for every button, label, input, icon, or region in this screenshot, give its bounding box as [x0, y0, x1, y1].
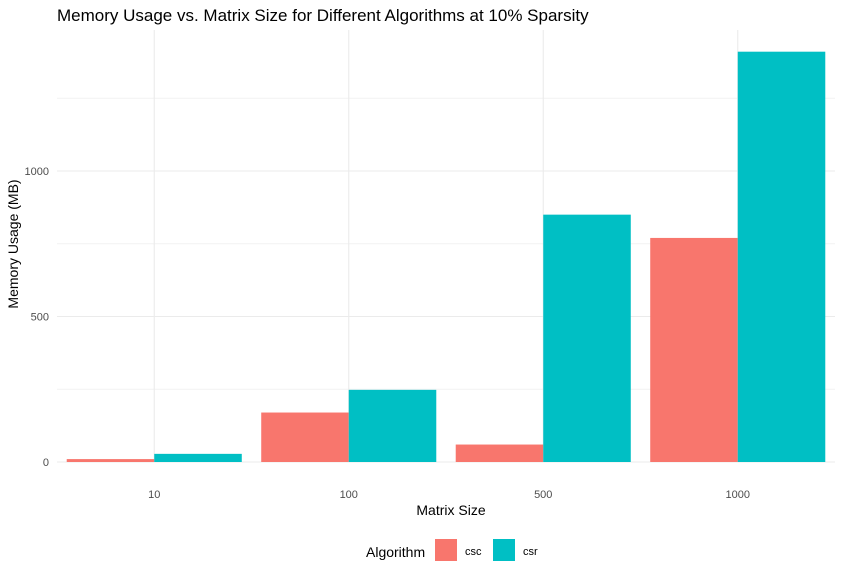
bar-csc-500: [455, 444, 544, 462]
y-tick-label: 1000: [25, 166, 49, 178]
bar-csr-500: [543, 214, 631, 462]
bars: [66, 51, 826, 462]
x-tick-label: 10: [148, 489, 160, 501]
chart-title: Memory Usage vs. Matrix Size for Differe…: [57, 6, 589, 25]
legend-key-csr: [493, 539, 515, 561]
x-tick-label: 500: [534, 489, 552, 501]
y-axis-ticks: 0 500 1000: [25, 166, 49, 469]
legend-key-csc: [435, 539, 457, 561]
bar-csc-10: [66, 459, 155, 462]
x-axis-title: Matrix Size: [416, 502, 485, 518]
x-axis-ticks: 10 100 500 1000: [148, 489, 750, 501]
y-tick-label: 500: [31, 312, 49, 324]
legend-label-csr: csr: [523, 546, 538, 558]
x-tick-label: 1000: [726, 489, 750, 501]
bar-csc-1000: [650, 237, 738, 462]
y-tick-label: 0: [43, 457, 49, 469]
legend-label-csc: csc: [465, 546, 482, 558]
legend-title: Algorithm: [366, 544, 425, 560]
bar-csr-1000: [737, 51, 826, 462]
legend: Algorithm csc csr: [366, 539, 538, 561]
bar-csr-100: [348, 389, 437, 462]
bar-csc-100: [261, 412, 349, 462]
x-tick-label: 100: [340, 489, 358, 501]
y-axis-title: Memory Usage (MB): [5, 179, 21, 308]
bar-csr-10: [154, 453, 242, 462]
